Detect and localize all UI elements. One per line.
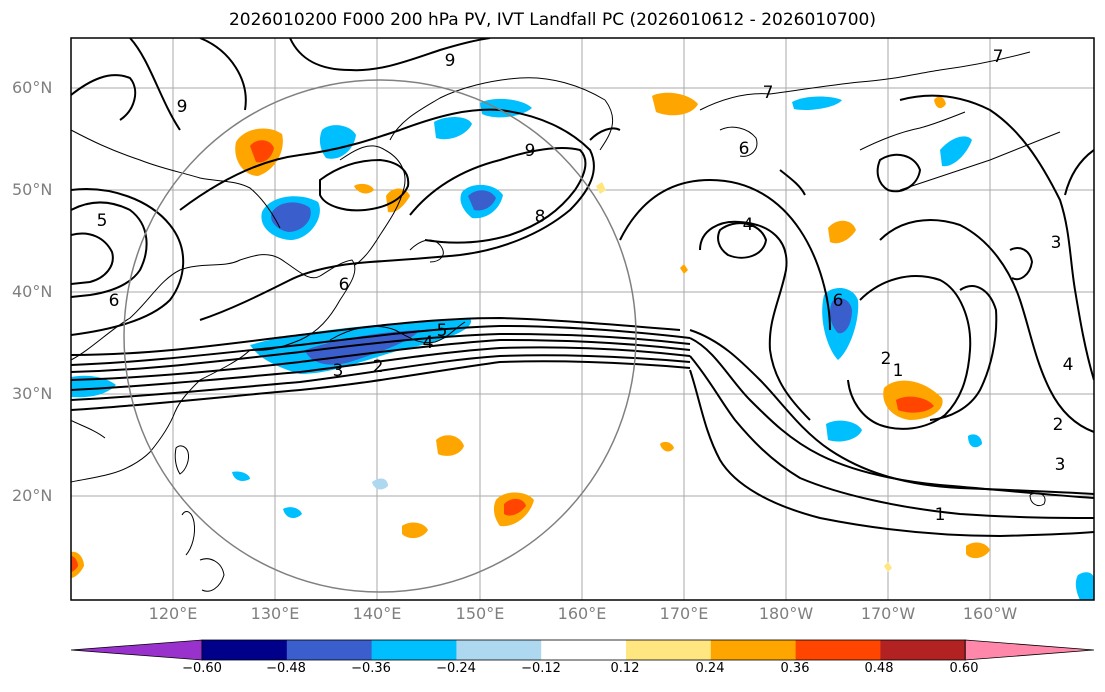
contour-label: 4	[423, 333, 434, 353]
lat-label-40n: 40°N	[12, 282, 53, 301]
colorbar-tick-label: −0.48	[266, 661, 306, 676]
colorbar-segment	[710, 640, 797, 660]
contour-label: 1	[935, 505, 946, 525]
contour-label: 9	[525, 141, 536, 161]
contour-label: 8	[535, 207, 546, 227]
pv-contours	[71, 38, 1094, 538]
contour-label: 5	[97, 211, 108, 231]
colorbar-segment	[880, 640, 966, 660]
colorbar-tick-label: −0.36	[351, 661, 391, 676]
map-title: 2026010200 F000 200 hPa PV, IVT Landfall…	[228, 10, 876, 30]
colorbar-extend-min	[70, 639, 203, 661]
colorbar-tick-label: 0.24	[695, 661, 725, 676]
contour-label: 3	[333, 361, 344, 381]
domain-circle	[123, 79, 637, 593]
lat-label-60n: 60°N	[12, 78, 53, 97]
colorbar-tick-label: −0.60	[182, 661, 222, 676]
lon-label-170e: 170°E	[659, 604, 709, 623]
plot-frame	[70, 37, 1095, 601]
lon-label-170w: 170°W	[860, 604, 916, 623]
colorbar-segment	[541, 640, 627, 660]
contour-label: 1	[893, 361, 904, 381]
contour-label-layer: 9 9 9 8 7 7 6 6 5 5 4 4 3 3 2 2 1 1 6 6 …	[97, 47, 1074, 525]
lon-label-140e: 140°E	[352, 604, 402, 623]
contour-label: 9	[445, 51, 456, 71]
colorbar-tick-label: 0.12	[610, 661, 640, 676]
lon-label-120e: 120°E	[148, 604, 198, 623]
contour-label: 4	[743, 215, 754, 235]
contour-label: 3	[1051, 233, 1062, 253]
lon-label-150e: 150°E	[455, 604, 505, 623]
colorbar-tick-label: −0.12	[521, 661, 561, 676]
positive-anomaly-regions	[71, 92, 990, 578]
colorbar-segment	[371, 640, 457, 660]
colorbar-extend-max	[964, 639, 1095, 661]
colorbar-segment	[286, 640, 373, 660]
lon-label-160w: 160°W	[962, 604, 1018, 623]
lat-label-30n: 30°N	[12, 384, 53, 403]
contour-label: 4	[1063, 355, 1074, 375]
colorbar-tick-label: 0.60	[949, 661, 979, 676]
contour-label: 6	[833, 291, 844, 311]
negative-anomaly-regions	[71, 96, 1094, 600]
gridlines	[71, 38, 1094, 600]
colorbar-border	[201, 639, 966, 661]
colorbar	[70, 639, 1095, 661]
colorbar-segment	[202, 640, 288, 660]
coastlines	[71, 51, 1061, 592]
lon-label-180w: 180°W	[758, 604, 814, 623]
contour-label: 7	[993, 47, 1004, 67]
colorbar-tick-label: 0.36	[780, 661, 810, 676]
contour-label: 2	[373, 357, 384, 377]
contour-label: 2	[881, 349, 892, 369]
contour-label: 9	[177, 97, 188, 117]
contour-label: 7	[763, 83, 774, 103]
colorbar-segment	[795, 640, 881, 660]
colorbar-tick-label: −0.24	[436, 661, 476, 676]
contour-label: 3	[1055, 455, 1066, 475]
lat-label-20n: 20°N	[12, 486, 53, 505]
contour-label: 6	[739, 139, 750, 159]
lon-label-130e: 130°E	[250, 604, 300, 623]
colorbar-segment	[626, 640, 712, 660]
contour-label: 6	[339, 275, 350, 295]
lon-label-160e: 160°E	[557, 604, 607, 623]
colorbar-tick-label: 0.48	[864, 661, 894, 676]
lat-label-50n: 50°N	[12, 180, 53, 199]
colorbar-segment	[456, 640, 542, 660]
contour-label: 2	[1053, 415, 1064, 435]
contour-label: 5	[437, 321, 448, 341]
contour-label: 6	[109, 291, 120, 311]
